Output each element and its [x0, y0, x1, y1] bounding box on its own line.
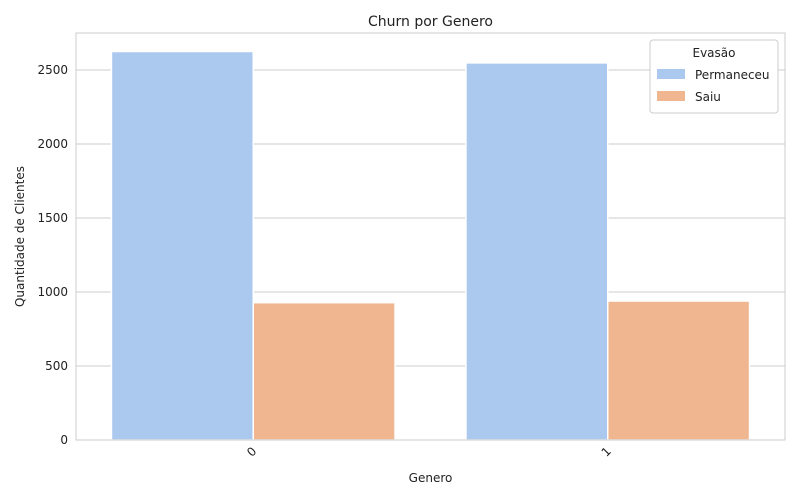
y-tick-label: 500 — [45, 359, 68, 373]
y-tick-label: 1000 — [37, 285, 68, 299]
legend: Evasão Permaneceu Saiu — [649, 39, 779, 114]
bar-permaneceu-1 — [465, 62, 609, 441]
legend-title: Evasão — [693, 46, 736, 60]
legend-swatch-saiu — [657, 91, 685, 101]
y-axis-label: Quantidade de Clientes — [13, 166, 27, 307]
plot-frame — [75, 32, 786, 441]
y-axis-ticks: 0 500 1000 1500 2000 2500 — [37, 63, 68, 447]
y-tick-label: 0 — [60, 433, 68, 447]
legend-swatch-permaneceu — [657, 69, 685, 79]
bar-permaneceu-0 — [110, 50, 254, 441]
bar-saiu-1 — [607, 300, 751, 441]
chart-title: Churn por Genero — [368, 14, 493, 30]
legend-label-permaneceu: Permaneceu — [695, 68, 770, 82]
bar-saiu-0 — [252, 301, 396, 441]
y-tick-label: 2500 — [37, 63, 68, 77]
legend-label-saiu: Saiu — [695, 90, 721, 104]
bars — [110, 50, 751, 441]
y-tick-label: 1500 — [37, 211, 68, 225]
x-axis-label: Genero — [409, 471, 453, 485]
y-tick-label: 2000 — [37, 137, 68, 151]
